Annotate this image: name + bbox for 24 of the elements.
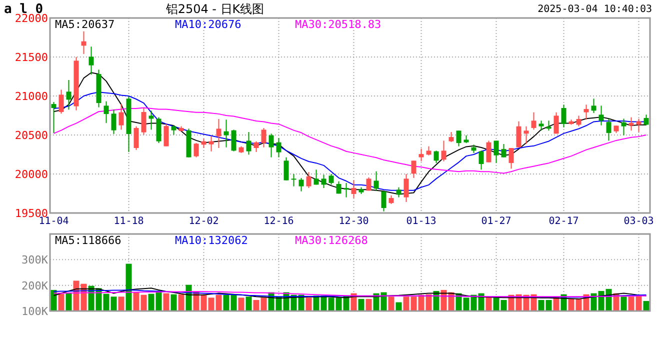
x-tick-label: 12-16 [264, 216, 294, 227]
y-tick-label: 21500 [14, 51, 48, 64]
x-tick-label: 01-13 [406, 216, 436, 227]
chart-title: 铝2504 - 日K线图 [164, 2, 264, 16]
x-tick-label: 12-30 [338, 216, 369, 227]
y-tick-label: 20000 [14, 168, 48, 181]
y-tick-label: 300K [22, 254, 48, 267]
line-series [53, 107, 647, 174]
x-tick-label: 03-03 [624, 216, 654, 227]
x-tick-label: 11-18 [114, 216, 144, 227]
text: MA5:118666 [55, 234, 122, 247]
x-tick-label: 01-27 [481, 216, 512, 227]
y-tick-label: 21000 [14, 90, 48, 103]
text: 2025-03-04 10:40:03 [538, 4, 652, 15]
y-tick-label: 100K [22, 305, 48, 318]
x-tick-label: 12-02 [188, 216, 219, 227]
text: MA10:20676 [175, 18, 242, 31]
text: MA30:20518.83 [295, 18, 382, 31]
text: MA30:126268 [295, 234, 368, 247]
text: MA5:20637 [55, 18, 115, 31]
text: MA10:132062 [175, 234, 248, 247]
x-tick-label: 02-17 [548, 216, 579, 227]
y-tick-label: 200K [22, 279, 48, 292]
y-tick-label: 20500 [14, 129, 48, 142]
